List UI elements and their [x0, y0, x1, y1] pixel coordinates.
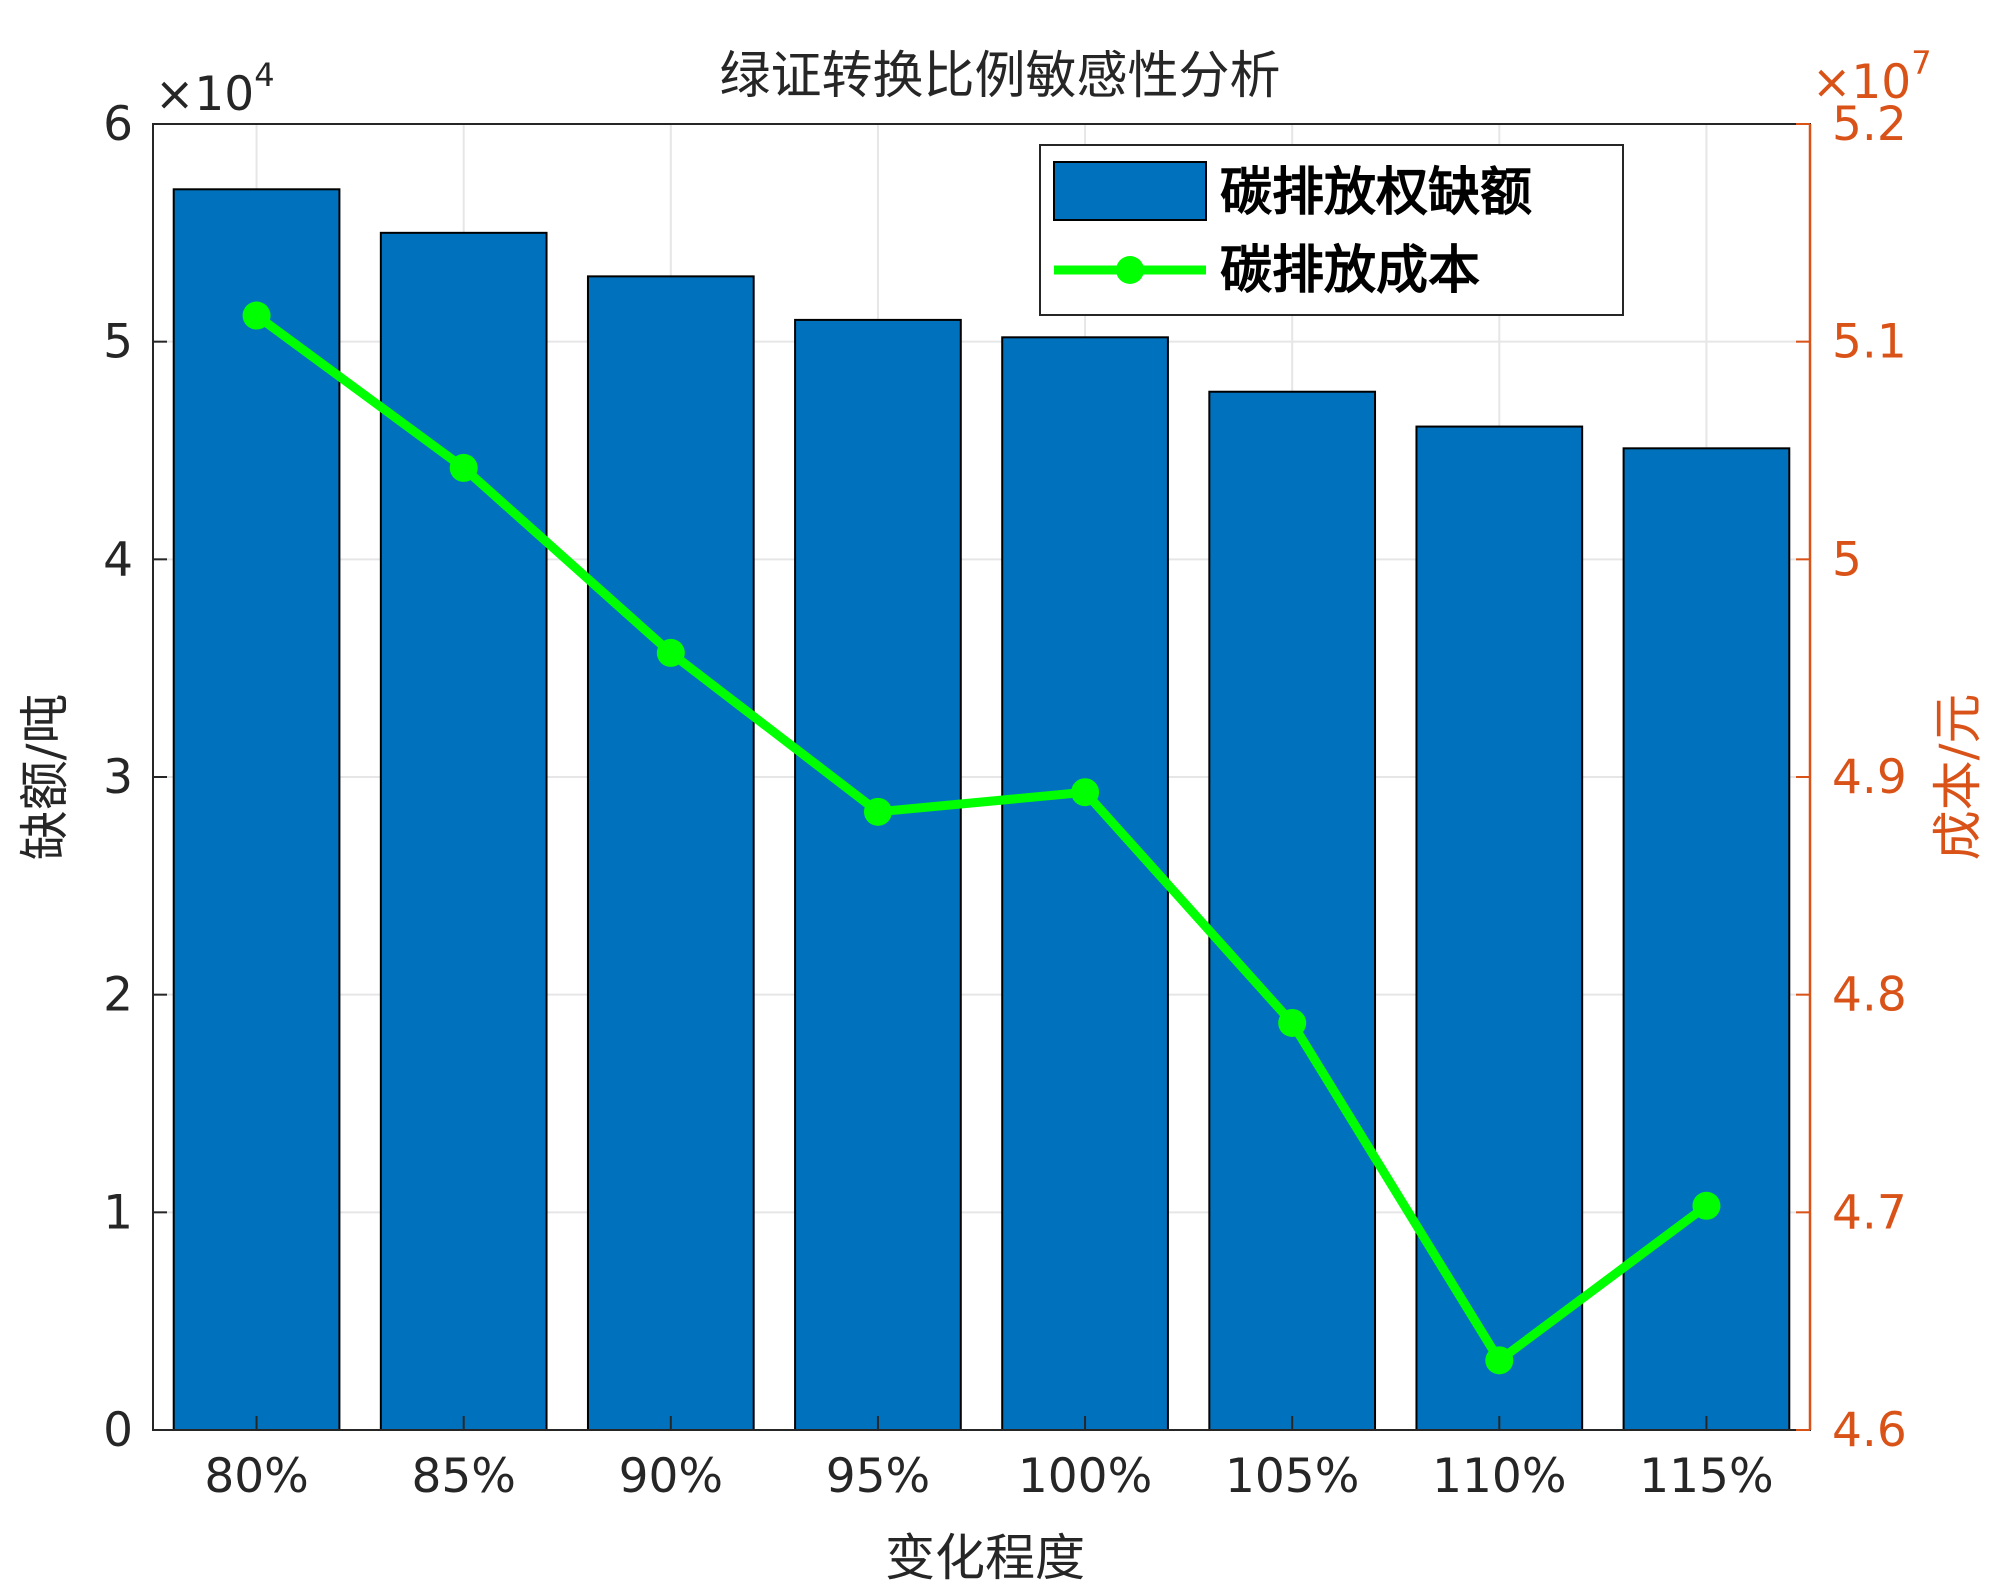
- legend-line-marker: [1116, 256, 1144, 284]
- chart-title: 绿证转换比例敏感性分析: [719, 47, 1280, 106]
- bar: [586, 275, 755, 1431]
- right-axis-tick-label: 5: [1832, 532, 1862, 587]
- left-axis-tick-label: 2: [103, 968, 133, 1023]
- x-axis-tick-label: 110%: [1432, 1449, 1566, 1504]
- x-axis-label: 变化程度: [885, 1529, 1085, 1587]
- bar: [172, 188, 341, 1431]
- left-axis-exponent: ×104: [155, 56, 275, 122]
- line-point: [1071, 778, 1100, 807]
- right-axis-tick-label: 4.7: [1832, 1185, 1907, 1240]
- left-axis-tick-label: 1: [103, 1185, 133, 1240]
- line-series: [242, 301, 1721, 1375]
- line-point: [1692, 1191, 1721, 1220]
- left-axis-tick-label: 6: [103, 97, 133, 152]
- bar: [1622, 447, 1791, 1432]
- x-axis-tick-label: 85%: [411, 1449, 515, 1504]
- left-axis-tick-label: 0: [103, 1403, 133, 1458]
- line-point: [863, 797, 892, 826]
- legend: 碳排放权缺额 碳排放成本: [1039, 144, 1624, 316]
- left-y-axis-label: 缺额/吨: [16, 694, 74, 861]
- cost-line: [253, 311, 1710, 1365]
- bar: [379, 231, 548, 1431]
- left-axis-tick-label: 4: [103, 532, 133, 587]
- line-point: [242, 301, 271, 330]
- x-axis-tick-label: 115%: [1639, 1449, 1773, 1504]
- right-axis-tick-label: 5.1: [1832, 315, 1907, 370]
- line-point: [449, 453, 478, 482]
- right-axis-tick-label: 4.8: [1832, 968, 1907, 1023]
- x-axis-tick-label: 95%: [826, 1449, 930, 1504]
- bar: [1001, 336, 1169, 1431]
- line-point: [1485, 1346, 1514, 1375]
- right-axis-tick-label: 5.2: [1832, 97, 1907, 152]
- legend-label-line: 碳排放成本: [1220, 241, 1480, 301]
- left-axis-tick-label: 5: [103, 315, 133, 370]
- bar: [794, 318, 962, 1431]
- right-axis-tick-label: 4.9: [1832, 750, 1907, 805]
- right-y-axis-label: 成本/元: [1929, 694, 1987, 861]
- axes: 0 1 2 3 4 5 6 4.6 4.7 4.8 4.9 5 5.1 5.2 80% 85% 90% 95% 10…: [103, 97, 1907, 1504]
- right-axis-tick-label: 4.6: [1832, 1403, 1907, 1458]
- left-axis-tick-label: 3: [103, 750, 133, 805]
- x-axis-tick-label: 105%: [1225, 1449, 1359, 1504]
- bar: [1415, 425, 1584, 1432]
- legend-bar-swatch: [1053, 161, 1207, 221]
- legend-label-bars: 碳排放权缺额: [1220, 163, 1532, 223]
- line-point: [656, 638, 685, 667]
- bar: [1208, 390, 1377, 1432]
- right-axis-exponent: ×107: [1812, 44, 1932, 110]
- x-axis-tick-label: 100%: [1018, 1449, 1152, 1504]
- x-axis-tick-label: 80%: [204, 1449, 308, 1504]
- line-point: [1278, 1008, 1307, 1037]
- bar-series: [172, 188, 1791, 1432]
- x-axis-tick-label: 90%: [619, 1449, 723, 1504]
